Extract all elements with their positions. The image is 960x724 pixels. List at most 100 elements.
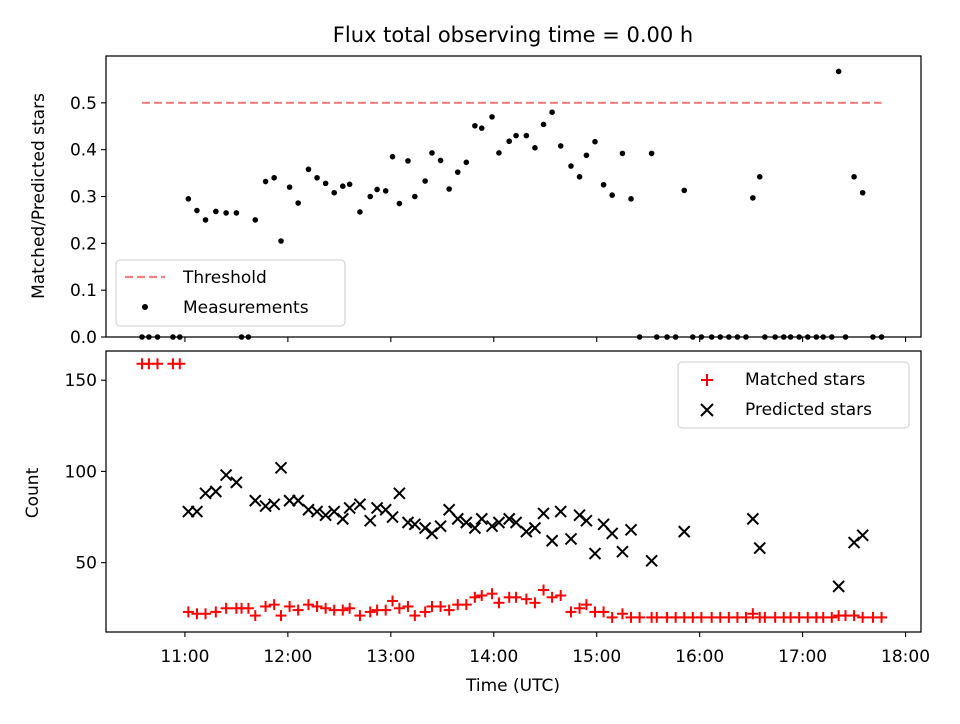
bottom-legend: Matched stars Predicted stars: [677, 361, 910, 429]
predicted-star-point: [336, 512, 349, 526]
matched-star-point: [486, 588, 498, 600]
matched-star-point: [311, 600, 323, 612]
matched-star-point: [510, 591, 522, 603]
predicted-star-point: [267, 498, 281, 511]
matched-star-point: [826, 611, 838, 623]
predicted-star-point: [249, 494, 262, 507]
predicted-star-stroke: [588, 547, 602, 560]
predicted-star-stroke: [451, 512, 464, 526]
matched-star-point: [174, 358, 186, 370]
predicted-star-point: [408, 518, 422, 531]
measurement-point: [592, 138, 598, 145]
predicted-star-stroke: [624, 523, 638, 537]
predicted-star-point: [219, 468, 233, 482]
predicted-star-point: [746, 512, 760, 526]
predicted-star-stroke: [274, 461, 288, 474]
measurement-point: [489, 114, 495, 120]
measurement-point: [648, 150, 655, 157]
predicted-star-stroke: [343, 501, 356, 515]
x-tick-label: 13:00: [366, 647, 415, 667]
matched-star-point: [747, 608, 759, 620]
top-plot-marks: [139, 68, 885, 340]
measurement-point: [568, 163, 574, 169]
predicted-star-stroke: [408, 518, 422, 531]
measurement-point: [382, 188, 389, 194]
measurement-point: [609, 192, 615, 198]
predicted-star-stroke: [434, 519, 447, 533]
measurement-point: [346, 181, 353, 188]
predicted-star-stroke: [492, 516, 506, 529]
legend-matched-label: Matched stars: [745, 370, 865, 390]
measurement-point: [557, 143, 564, 149]
matched-star-point: [651, 611, 663, 623]
measurement-point: [619, 150, 626, 157]
predicted-star-stroke: [267, 498, 281, 511]
x-tick-label: 16:00: [675, 647, 724, 667]
matched-star-point: [419, 606, 431, 618]
predicted-star-point: [199, 487, 212, 500]
top-plot-ticks: 0.0 0.1 0.2 0.3 0.4 0.5: [70, 94, 907, 348]
measurement-point: [506, 138, 513, 145]
bottom-y-tick-label: 100: [65, 462, 97, 482]
predicted-star-stroke: [520, 525, 533, 538]
matched-star-point: [249, 610, 261, 622]
predicted-star-stroke: [597, 518, 610, 531]
matched-star-point: [409, 610, 421, 622]
predicted-star-stroke: [219, 468, 233, 482]
predicted-star-stroke: [753, 541, 766, 555]
predicted-star-point: [509, 516, 523, 529]
bottom-plot: 50 100 150 11:00 12:00 13:00 14:00 15:00 16:00 17…: [23, 350, 930, 696]
measurement-point: [367, 193, 374, 200]
measurement-point: [523, 132, 530, 139]
predicted-star-point: [580, 514, 593, 527]
predicted-star-point: [364, 514, 377, 527]
top-y-tick-label: 0.2: [70, 234, 97, 254]
predicted-star-stroke: [230, 476, 243, 489]
matched-star-point: [460, 599, 472, 611]
predicted-star-stroke: [249, 494, 262, 507]
matched-star-point: [443, 604, 455, 616]
matched-star-point: [848, 610, 860, 622]
predicted-star-point: [588, 547, 602, 560]
bottom-legend-box: [677, 361, 910, 429]
predicted-star-stroke: [509, 516, 523, 529]
predicted-star-point: [319, 509, 332, 522]
predicted-star-point: [291, 494, 305, 507]
x-tick-label: 11:00: [160, 647, 209, 667]
matched-star-point: [284, 600, 296, 612]
matched-star-point: [580, 599, 592, 611]
predicted-star-stroke: [746, 512, 760, 526]
predicted-star-stroke: [537, 507, 550, 520]
matched-star-point: [182, 606, 194, 618]
top-y-tick-label: 0.3: [70, 188, 97, 208]
legend-measurements-swatch: [142, 304, 148, 310]
matched-star-point: [529, 597, 541, 609]
predicted-star-stroke: [832, 580, 845, 593]
legend-matched-swatch: [701, 374, 713, 386]
matched-star-point: [476, 590, 488, 602]
measurement-point: [463, 159, 470, 166]
matched-star-point: [268, 599, 280, 611]
matched-star-point: [520, 593, 532, 605]
predicted-star-point: [386, 510, 399, 524]
top-plot: 0.0 0.1 0.2 0.3 0.4 0.5 Matched/Predicted sta…: [29, 55, 922, 348]
legend-predicted-swatch: [700, 403, 714, 417]
predicted-star-stroke: [190, 505, 204, 518]
matched-star-point: [538, 584, 550, 596]
measurement-point: [454, 169, 461, 175]
predicted-star-point: [393, 487, 406, 500]
predicted-star-point: [310, 505, 324, 518]
predicted-star-point: [537, 507, 550, 520]
legend-predicted-label: Predicted stars: [745, 400, 872, 420]
measurement-point: [859, 189, 866, 196]
measurement-point: [429, 150, 435, 156]
measurement-point: [331, 189, 338, 196]
matched-star-point: [546, 591, 558, 603]
matched-star-point: [555, 590, 567, 602]
predicted-star-stroke: [605, 527, 619, 540]
predicted-star-stroke: [442, 503, 456, 516]
legend-threshold-label: Threshold: [182, 268, 267, 288]
measurement-point: [628, 196, 634, 202]
bottom-plot-frame: [105, 350, 922, 633]
measurement-point: [681, 187, 688, 194]
